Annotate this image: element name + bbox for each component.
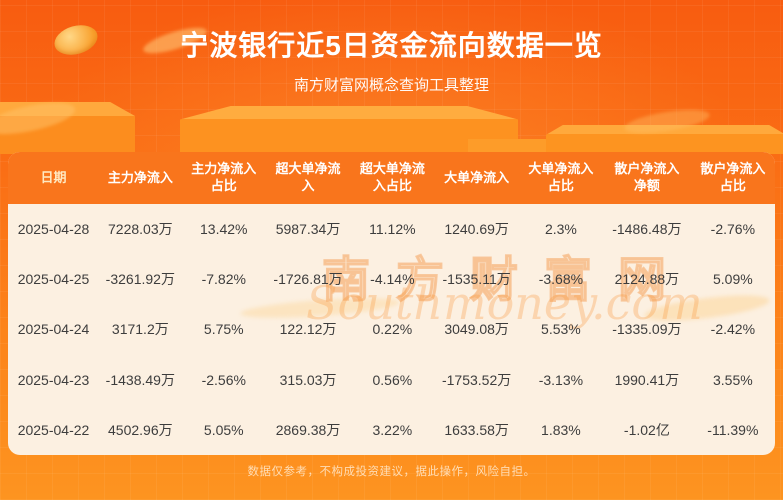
table-cell: 5.09% (712, 271, 753, 288)
column-header: 大单净流入 (444, 169, 510, 185)
table-cell: 0.56% (372, 371, 413, 388)
disclaimer-text: 数据仅参考，不构成投资建议，据此操作，风险自担。 (247, 466, 536, 478)
table-cell: 2.3% (544, 221, 577, 238)
column-header: 主力净流入 (107, 169, 173, 185)
podium-decoration-right (546, 125, 783, 154)
table-cell: 3049.08万 (444, 321, 509, 338)
column-header: 日期 (40, 169, 67, 185)
table-cell: 2025-04-25 (17, 271, 90, 288)
podium-decoration-left (0, 102, 135, 154)
table-cell: 0.22% (372, 321, 413, 338)
table-cell: -1535.11万 (442, 271, 511, 288)
column-header: 散户净流入 占比 (700, 161, 766, 193)
table-cell: 4502.96万 (108, 421, 173, 438)
table-cell: 122.12万 (279, 321, 337, 338)
table-cell: 2025-04-28 (17, 221, 90, 238)
table-cell: -3.13% (538, 371, 584, 388)
gold-leaf-decoration (623, 105, 711, 138)
column-header: 散户净流入 净额 (614, 161, 680, 193)
table-cell: 3.22% (372, 421, 413, 438)
table-cell: -2.76% (710, 221, 756, 238)
table-cell: -1486.48万 (612, 221, 682, 238)
table-cell: 13.42% (200, 221, 248, 238)
table-cell: 5.75% (203, 321, 244, 338)
table-cell: -1438.49万 (105, 371, 175, 388)
table-row: 2025-04-22 4502.96万 5.05% 2869.38万 3.22% 1633… (8, 405, 775, 455)
page-subtitle: 南方财富网概念查询工具整理 (293, 77, 489, 94)
table-cell: 1990.41万 (614, 371, 680, 388)
column-header: 超大单净流 入占比 (359, 161, 425, 193)
table-cell: 7228.03万 (108, 221, 173, 238)
table-header-row: 日期 主力净流入 主力净流入 占比 超大单净流 入超大单净流 入占比 大单净流入 大单净流… (8, 152, 775, 204)
table-cell: 5.05% (203, 421, 244, 438)
table-cell: 2025-04-22 (17, 421, 90, 438)
table-cell: -2.42% (710, 321, 756, 338)
table-cell: -1335.09万 (612, 321, 682, 338)
table-cell: 5.53% (541, 321, 581, 338)
table-cell: -11.39% (707, 421, 759, 438)
table-cell: -4.14% (370, 271, 415, 288)
table-cell: -2.56% (201, 371, 246, 388)
table-cell: -7.82% (201, 271, 246, 288)
column-header: 大单净流入 占比 (528, 161, 594, 193)
table-cell: 3.55% (712, 371, 753, 388)
gold-leaf-decoration (0, 96, 78, 141)
table-cell: 1.83% (541, 421, 581, 438)
table-cell: 2025-04-23 (17, 371, 90, 388)
table-cell: 2124.88万 (614, 271, 680, 288)
table-row: 2025-04-24 3171.2万 5.75% 122.12万 0.22% 3049.0… (8, 304, 775, 354)
table-cell: 1633.58万 (444, 421, 509, 438)
table-cell: -1753.52万 (441, 371, 512, 388)
column-header: 超大单净流 入 (275, 161, 341, 193)
column-header: 主力净流入 占比 (191, 161, 257, 193)
table-row: 2025-04-25 -3261.92万 -7.82% -1726.81万 -4.14%… (8, 254, 775, 304)
table-cell: -1726.81万 (273, 271, 343, 288)
table-cell: -3261.92万 (105, 271, 175, 288)
fund-flow-table: 南方财富网 Southmoney.com 日期 主力净流入 主力净流入 占比 超大单净… (8, 152, 775, 455)
table-body: 2025-04-28 7228.03万 13.42% 5987.34万 11.12% 12… (8, 204, 775, 455)
table-cell: -1.02亿 (623, 421, 670, 438)
podium-decoration-center (180, 106, 518, 154)
table-cell: 2869.38万 (275, 421, 341, 438)
table-row: 2025-04-28 7228.03万 13.42% 5987.34万 11.12% 12… (8, 204, 775, 254)
table-cell: 3171.2万 (111, 321, 169, 338)
table-cell: 2025-04-24 (17, 321, 90, 338)
table-cell: 5987.34万 (275, 221, 341, 238)
table-cell: 315.03万 (279, 371, 337, 388)
table-cell: -3.68% (538, 271, 584, 288)
table-cell: 11.12% (369, 221, 416, 238)
table-row: 2025-04-23 -1438.49万 -2.56% 315.03万 0.56% -17… (8, 355, 775, 405)
table-cell: 1240.69万 (444, 221, 509, 238)
page-title: 宁波银行近5日资金流向数据一览 (180, 30, 603, 61)
